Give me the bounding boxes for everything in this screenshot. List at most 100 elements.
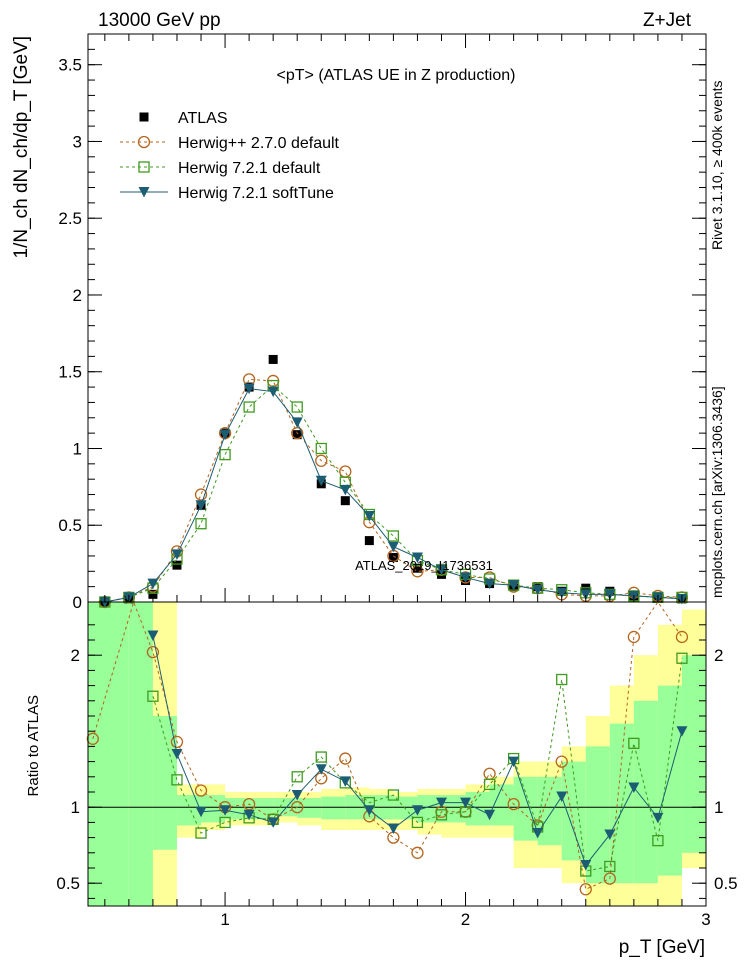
- ratio-point-2-11: [411, 805, 423, 816]
- series-2: [99, 379, 688, 608]
- ratio-point-0-3: [170, 735, 184, 748]
- y-tick-label: 3: [73, 132, 82, 151]
- ratio-point-1-7: [315, 751, 327, 763]
- ratio-point-0-4: [194, 784, 208, 797]
- ratio-point-2-6: [291, 790, 303, 801]
- ratio-point-0-22: [627, 630, 641, 644]
- ratio-point-2-10: [387, 823, 399, 834]
- x-tick-label: 2: [461, 910, 470, 929]
- ratio-point-1-0: [147, 690, 159, 702]
- ratio-point-1-20: [628, 737, 640, 750]
- ratio-point-0-10: [339, 752, 352, 765]
- point-3-11: [363, 511, 375, 522]
- ratio-point-2-8: [339, 776, 351, 787]
- band-green-21: [609, 723, 634, 884]
- point-0-11: [364, 536, 374, 546]
- ratio-tick-label-right: 0.5: [714, 874, 738, 893]
- point-3-8: [291, 417, 303, 428]
- ratio-point-2-5: [267, 817, 279, 828]
- band-green-18: [537, 776, 562, 846]
- ratio-point-1-12: [435, 809, 448, 821]
- point-0-10: [340, 496, 350, 506]
- ratio-point-0-2: [146, 646, 160, 659]
- ratio-point-1-1: [171, 774, 183, 786]
- ratio-point-1-19: [604, 860, 616, 873]
- band-green-12: [393, 796, 418, 820]
- band-green-16: [489, 784, 514, 826]
- point-1-9: [315, 454, 328, 467]
- ratio-point-1-10: [387, 789, 400, 801]
- ratio-series-2: [147, 630, 688, 871]
- band-green-0: [88, 602, 129, 906]
- ratio-series-1: [147, 652, 688, 877]
- y-tick-label: 2.5: [58, 209, 82, 228]
- point-2-5: [219, 448, 231, 461]
- ratio-point-2-18: [580, 859, 592, 871]
- ratio-point-0-8: [291, 801, 304, 814]
- ratio-axis-label: Ratio to ATLAS: [25, 695, 42, 796]
- ratio-tick-label: 0.5: [56, 874, 80, 893]
- point-0-12: [388, 552, 398, 562]
- y-tick-label: 0: [73, 593, 82, 612]
- process-label: Z+Jet: [643, 10, 692, 31]
- ratio-point-2-9: [363, 805, 375, 816]
- point-3-20: [580, 589, 592, 600]
- ratio-point-2-14: [484, 809, 496, 821]
- ratio-point-1-21: [652, 834, 664, 847]
- point-1-10: [339, 465, 352, 478]
- plot-title: <pT> (ATLAS UE in Z production): [277, 67, 516, 84]
- point-3-6: [243, 383, 255, 395]
- point-3-21: [604, 589, 616, 600]
- legend-label-3: Herwig 7.2.1 softTune: [178, 185, 334, 202]
- point-0-8: [292, 430, 302, 440]
- point-3-16: [484, 578, 496, 590]
- ratio-tick-label-right: 2: [714, 646, 723, 665]
- legend-marker-1: [137, 135, 151, 149]
- legend-label-2: Herwig 7.2.1 default: [178, 160, 321, 177]
- ratio-point-1-6: [291, 771, 303, 783]
- ratio-point-2-13: [460, 797, 472, 809]
- ratio-point-0-13: [411, 846, 424, 859]
- ratio-point-2-7: [315, 764, 327, 775]
- point-3-15: [460, 572, 472, 583]
- y-tick-label: 0.5: [58, 516, 82, 535]
- ratio-point-2-20: [628, 782, 640, 793]
- ratio-point-2-22: [676, 726, 688, 737]
- point-3-12: [387, 541, 399, 553]
- ratio-point-0-20: [579, 883, 592, 896]
- point-3-9: [315, 475, 327, 487]
- ratio-point-2-12: [435, 797, 447, 809]
- band-green-23: [657, 685, 682, 876]
- ratio-point-2-19: [604, 829, 616, 841]
- point-0-13: [412, 563, 422, 573]
- point-1-4: [194, 488, 208, 501]
- series-3: [99, 383, 688, 608]
- legend-marker-2: [138, 161, 150, 173]
- point-3-14: [435, 564, 447, 576]
- y-tick-label: 1: [73, 439, 82, 458]
- legend: ATLAS Herwig++ 2.7.0 default Herwig 7.2.1 …: [120, 110, 340, 202]
- band-green-1: [128, 602, 153, 906]
- y-axis-label: 1/N_ch dN_ch/dp_T [GeV]: [11, 36, 32, 259]
- ratio-point-2-1: [171, 749, 183, 760]
- point-0-2: [148, 589, 158, 599]
- y-tick-label: 2: [73, 286, 82, 305]
- analysis-watermark: ATLAS_2019_I1736531: [355, 558, 493, 573]
- legend-marker-0: [139, 112, 149, 122]
- ratio-point-2-21: [652, 812, 664, 824]
- band-green-9: [321, 796, 346, 820]
- ratio-uncertainty-bands: [88, 602, 706, 906]
- ratio-point-0-17: [507, 798, 520, 811]
- ratio-point-2-16: [532, 828, 544, 839]
- band-green-8: [297, 798, 322, 818]
- point-0-7: [268, 354, 278, 364]
- energy-label: 13000 GeV pp: [98, 10, 221, 31]
- ratio-tick-label: 1: [71, 798, 80, 817]
- ratio-point-1-2: [195, 827, 207, 839]
- y-tick-label: 3.5: [58, 56, 82, 75]
- ratio-point-2-4: [243, 809, 255, 821]
- ratio-point-1-11: [411, 816, 424, 829]
- ratio-point-2-0: [147, 630, 159, 641]
- point-2-4: [195, 518, 207, 530]
